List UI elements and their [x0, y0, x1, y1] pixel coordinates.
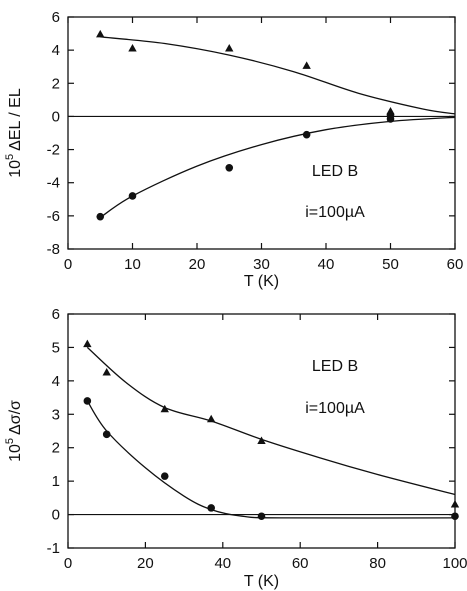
y-tick-label: -4 [47, 175, 60, 192]
x-axis-label: T (K) [244, 273, 279, 290]
y-tick-label: 2 [52, 440, 60, 457]
y-tick-label: 6 [52, 306, 60, 323]
y-tick-label: 5 [52, 339, 60, 356]
annotation-sample: LED B [312, 358, 358, 375]
y-tick-label: -2 [47, 142, 60, 159]
triangle-data-point [257, 436, 266, 445]
triangle-data-point [128, 43, 137, 52]
triangle-series-curve [86, 346, 456, 496]
circle-data-point [102, 430, 111, 439]
y-axis-label-base: 10 [7, 160, 24, 178]
x-tick-label: 20 [189, 256, 206, 273]
y-axis-label-quantity: Δσ/σ [7, 400, 24, 435]
x-tick-label: 10 [124, 256, 141, 273]
y-tick-label: -1 [47, 540, 60, 557]
y-axis-label-base: 10 [7, 444, 24, 462]
x-tick-label: 30 [253, 256, 270, 273]
circle-series-curve [86, 400, 456, 519]
y-tick-label: 1 [52, 473, 60, 490]
circle-data-point [96, 212, 105, 221]
x-tick-label: 80 [369, 555, 386, 572]
y-tick-label: 4 [52, 42, 60, 59]
circle-data-point [83, 397, 92, 405]
circle-data-point [128, 192, 137, 200]
plot-frame [67, 16, 456, 250]
circle-data-point [386, 115, 395, 123]
circle-data-point [451, 512, 459, 521]
circle-data-point [257, 512, 266, 521]
annotation-current: i=100µA [305, 204, 365, 221]
x-tick-label: 50 [382, 256, 399, 273]
circle-data-point [207, 504, 215, 512]
triangle-data-point [450, 500, 460, 508]
triangle-data-point [102, 368, 111, 376]
plot-frame [67, 313, 456, 549]
x-tick-label: 60 [447, 256, 464, 273]
x-tick-label: 40 [318, 256, 335, 273]
y-tick-label: 2 [52, 75, 60, 92]
triangle-data-point [160, 404, 169, 413]
circle-data-point [160, 472, 169, 480]
x-tick-label: 100 [442, 555, 467, 572]
y-axis-label: 105 Δσ/σ [4, 400, 24, 462]
y-axis-label: 105 ΔEL / EL [4, 88, 24, 178]
y-tick-label: 4 [52, 373, 60, 390]
annotation-current: i=100µA [305, 400, 365, 417]
triangle-data-point [83, 339, 92, 348]
y-tick-label: 0 [52, 507, 60, 524]
triangle-series-curve [100, 36, 456, 115]
y-tick-label: -6 [47, 208, 60, 225]
y-tick-label: 3 [52, 406, 60, 423]
triangle-data-point [302, 61, 311, 69]
y-tick-label: -8 [47, 241, 60, 258]
annotation-sample: LED B [312, 163, 358, 180]
x-tick-label: 40 [214, 555, 231, 572]
x-tick-label: 0 [64, 555, 72, 572]
triangle-data-point [206, 414, 216, 423]
circle-series-curve [99, 116, 456, 219]
y-tick-label: 0 [52, 108, 60, 125]
x-tick-label: 60 [292, 555, 309, 572]
x-tick-label: 20 [137, 555, 154, 572]
y-tick-label: 6 [52, 9, 60, 26]
circle-data-point [302, 130, 311, 139]
triangle-data-point [96, 29, 105, 38]
y-axis-label-quantity: ΔEL / EL [7, 88, 24, 151]
x-axis-label: T (K) [244, 573, 279, 590]
y-axis-label-exponent: 5 [4, 438, 16, 444]
y-axis-label-exponent: 5 [4, 154, 16, 160]
circle-data-point [225, 164, 234, 172]
triangle-data-point [225, 43, 234, 52]
x-tick-label: 0 [64, 256, 72, 273]
